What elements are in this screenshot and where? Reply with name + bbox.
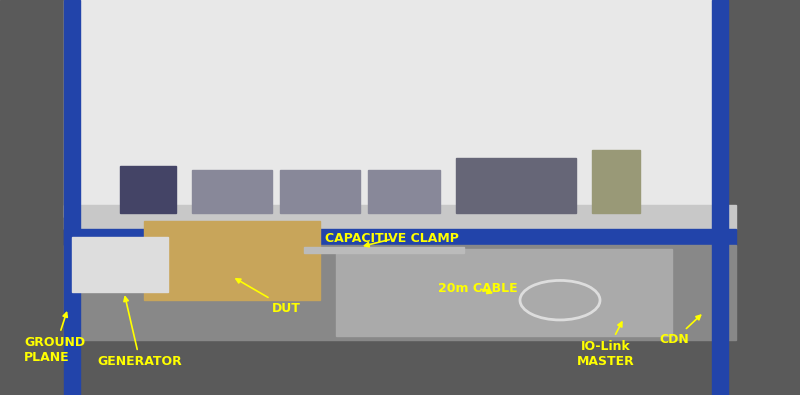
Bar bbox=[712, 0, 728, 395]
Bar bbox=[64, 245, 736, 340]
Bar bbox=[192, 170, 272, 213]
Bar bbox=[368, 170, 440, 213]
Bar bbox=[592, 150, 640, 213]
Text: CAPACITIVE CLAMP: CAPACITIVE CLAMP bbox=[325, 233, 459, 247]
Bar bbox=[280, 170, 360, 213]
Bar bbox=[456, 158, 576, 213]
Text: 20m CABLE: 20m CABLE bbox=[438, 282, 518, 295]
Bar bbox=[72, 237, 168, 292]
Bar bbox=[144, 221, 320, 300]
Bar bbox=[64, 229, 736, 245]
Bar bbox=[64, 205, 736, 229]
Bar bbox=[304, 247, 464, 253]
Text: GROUND
PLANE: GROUND PLANE bbox=[24, 312, 85, 363]
Bar bbox=[64, 0, 720, 217]
Text: DUT: DUT bbox=[236, 279, 301, 314]
Text: GENERATOR: GENERATOR bbox=[98, 297, 182, 368]
Bar bbox=[64, 0, 80, 395]
Text: IO-Link
MASTER: IO-Link MASTER bbox=[577, 322, 634, 367]
Bar bbox=[120, 166, 176, 213]
Bar bbox=[336, 249, 672, 336]
Text: CDN: CDN bbox=[659, 315, 701, 346]
